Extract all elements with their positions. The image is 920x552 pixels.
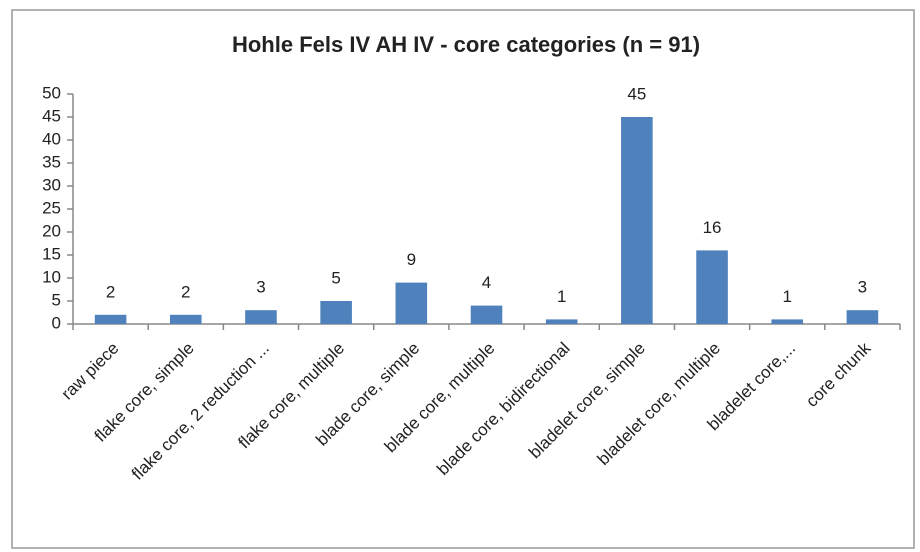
bar: [395, 282, 428, 324]
chart-title: Hohle Fels IV AH IV - core categories (n…: [232, 32, 700, 57]
data-label: 1: [557, 287, 566, 306]
bar: [771, 319, 804, 324]
data-label: 2: [106, 282, 115, 301]
data-label: 9: [407, 250, 416, 269]
y-tick-label: 35: [42, 152, 61, 171]
bar: [94, 314, 127, 324]
data-label: 3: [858, 278, 867, 297]
bar: [621, 117, 653, 324]
y-tick-label: 40: [42, 129, 61, 148]
data-label: 5: [331, 268, 340, 287]
y-tick-label: 50: [42, 83, 61, 102]
y-tick-label: 45: [42, 106, 61, 125]
data-label: 2: [181, 282, 190, 301]
y-tick-label: 15: [42, 244, 61, 263]
y-tick-label: 10: [42, 267, 61, 286]
data-label: 4: [482, 273, 491, 292]
bar: [169, 314, 202, 324]
bar: [470, 305, 503, 324]
chart-border: [11, 9, 915, 549]
y-tick-label: 25: [42, 198, 61, 217]
bar: [545, 319, 578, 324]
y-tick-label: 30: [42, 175, 61, 194]
data-label: 45: [627, 84, 646, 103]
bar: [320, 301, 352, 324]
data-label: 3: [256, 278, 265, 297]
data-label: 1: [782, 287, 791, 306]
y-tick-label: 5: [52, 290, 61, 309]
y-tick-label: 0: [52, 313, 61, 332]
bar: [696, 250, 728, 324]
data-label: 16: [703, 218, 722, 237]
y-tick-label: 20: [42, 221, 61, 240]
bar: [846, 310, 879, 324]
bar: [245, 310, 277, 324]
